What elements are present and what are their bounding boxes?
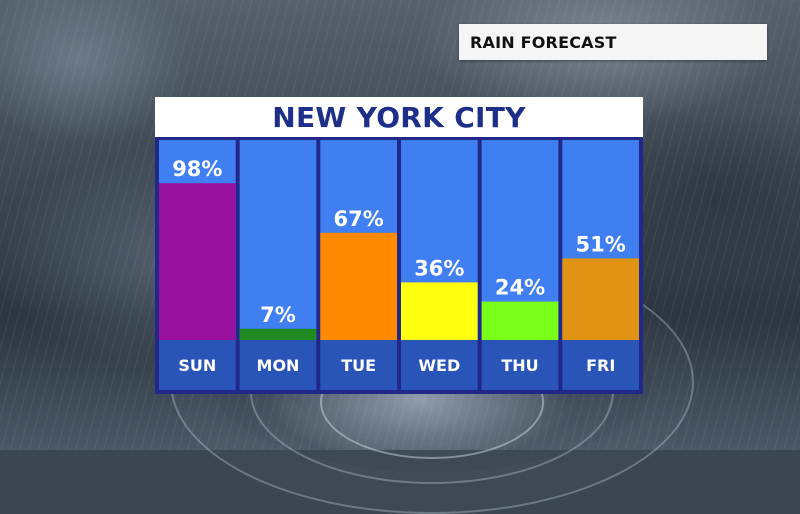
rain-chart: 98% SUN 7% MON 67% TUE 36% WED 24% THU 51% FRI (159, 140, 639, 390)
day-band-thu (481, 340, 559, 390)
bar-wed (401, 282, 478, 340)
bar-fri (562, 258, 639, 340)
day-label-wed: WED (418, 356, 460, 375)
day-label-thu: THU (501, 356, 538, 375)
banner-label: RAIN FORECAST (470, 32, 617, 52)
day-label-sun: SUN (178, 356, 216, 375)
rain-forecast-banner: RAIN FORECAST (459, 24, 767, 60)
column-bg-mon (239, 140, 317, 340)
value-label-mon: 7% (260, 303, 296, 327)
value-label-fri: 51% (576, 232, 626, 256)
day-label-tue: TUE (341, 356, 376, 375)
bar-tue (320, 232, 397, 340)
forecast-panel: NEW YORK CITY 98% SUN 7% MON 67% TUE 36% WED 24%… (155, 97, 643, 394)
value-label-sun: 98% (172, 157, 222, 181)
chart-title: NEW YORK CITY (272, 100, 526, 134)
bar-mon (239, 328, 317, 340)
chart-area: 98% SUN 7% MON 67% TUE 36% WED 24% THU 51% FRI (155, 137, 643, 394)
value-label-wed: 36% (414, 256, 464, 280)
day-band-fri (562, 340, 639, 390)
bar-thu (481, 301, 559, 340)
value-label-thu: 24% (495, 276, 545, 300)
day-band-mon (239, 340, 317, 390)
day-band-tue (320, 340, 397, 390)
day-label-fri: FRI (586, 356, 615, 375)
day-label-mon: MON (257, 356, 300, 375)
value-label-tue: 67% (334, 207, 384, 231)
day-band-sun (159, 340, 236, 390)
chart-title-bar: NEW YORK CITY (155, 97, 643, 137)
day-band-wed (401, 340, 478, 390)
bar-sun (159, 183, 236, 340)
